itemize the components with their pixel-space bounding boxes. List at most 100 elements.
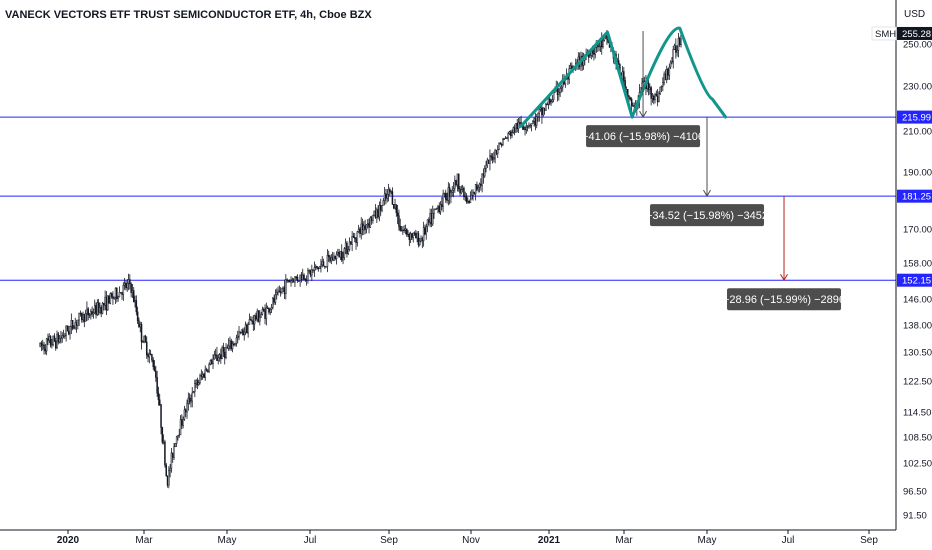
candle [356, 230, 359, 247]
candle [203, 372, 205, 379]
candle [318, 265, 321, 270]
measure-tool[interactable]: −34.52 (−15.98%) −3452 [646, 117, 768, 227]
candle [209, 359, 212, 366]
candle [247, 322, 249, 338]
candle [535, 114, 538, 129]
candle [395, 204, 398, 217]
candle [54, 337, 57, 351]
candle [623, 67, 625, 86]
y-tick-label: 130.50 [903, 348, 932, 359]
candle [600, 32, 603, 55]
candle [503, 138, 505, 141]
candle [491, 153, 494, 164]
candle [422, 221, 425, 247]
candle [669, 60, 672, 70]
y-tick-label: 190.00 [903, 168, 932, 179]
x-tick-label: Sep [860, 535, 878, 546]
candle [253, 314, 256, 331]
candle [394, 198, 396, 210]
x-tick-label: Mar [615, 535, 633, 546]
candle [127, 273, 130, 291]
x-tick-label: 2020 [57, 535, 80, 546]
candle [129, 274, 131, 290]
candle [383, 186, 386, 206]
candle [213, 350, 216, 360]
candle [441, 196, 443, 211]
candle [78, 312, 80, 327]
candle [188, 393, 191, 405]
candle [444, 189, 447, 203]
ticker-label: SMH [875, 29, 896, 40]
candle [231, 340, 234, 353]
candle [41, 339, 44, 351]
candle [207, 368, 209, 373]
candle [77, 319, 79, 330]
candle [197, 379, 200, 387]
candle [327, 250, 330, 262]
candle [233, 341, 235, 347]
candle [281, 287, 283, 295]
candle [45, 337, 48, 356]
candle [489, 149, 491, 171]
candle [617, 53, 620, 66]
candle [140, 321, 143, 350]
level-price-label: 215.99 [902, 113, 931, 124]
candle [402, 226, 404, 235]
candle [265, 302, 268, 326]
candle [242, 327, 244, 336]
candle [164, 439, 166, 468]
candle [97, 298, 100, 316]
candle [486, 157, 489, 169]
candle [650, 85, 652, 106]
candle [195, 379, 197, 388]
candle [459, 185, 461, 197]
candle [438, 202, 440, 214]
candle [53, 333, 56, 343]
candle [513, 124, 516, 136]
candle [110, 292, 113, 299]
x-tick-label: May [218, 535, 237, 546]
candle [418, 237, 421, 247]
candle [353, 232, 356, 243]
pattern-drawing[interactable] [519, 26, 728, 128]
candle [313, 261, 316, 278]
candle [381, 205, 383, 213]
candle [142, 340, 144, 343]
candle [324, 265, 326, 269]
level-price-badge [897, 110, 932, 124]
candle [69, 325, 71, 340]
candle [465, 193, 468, 204]
currency-label[interactable]: USD [904, 9, 925, 20]
candle [262, 307, 265, 312]
candle [530, 123, 533, 132]
candle [200, 369, 203, 381]
candle [60, 330, 62, 344]
candle [508, 130, 511, 136]
candle [672, 45, 674, 69]
candle [659, 86, 661, 96]
candle [485, 160, 487, 173]
candle [338, 248, 340, 258]
candle [191, 387, 193, 408]
candle [171, 452, 174, 463]
measure-label: −41.06 (−15.98%) −4106 [582, 131, 704, 143]
candle [551, 95, 554, 104]
candle [365, 224, 368, 234]
candle [426, 219, 429, 233]
candle [412, 232, 414, 243]
measure-tool[interactable]: −41.06 (−15.98%) −4106 [582, 31, 704, 148]
candle [148, 349, 151, 364]
candle [283, 279, 286, 300]
measure-tool[interactable]: −28.96 (−15.99%) −2896 [723, 196, 845, 311]
candle [333, 252, 335, 262]
candle [416, 231, 418, 243]
candle [516, 119, 518, 133]
candle [409, 231, 412, 244]
candle [630, 97, 633, 111]
candle [151, 353, 153, 363]
candle [499, 142, 502, 145]
candle [512, 126, 515, 134]
candle [70, 313, 73, 335]
candle [673, 43, 676, 50]
